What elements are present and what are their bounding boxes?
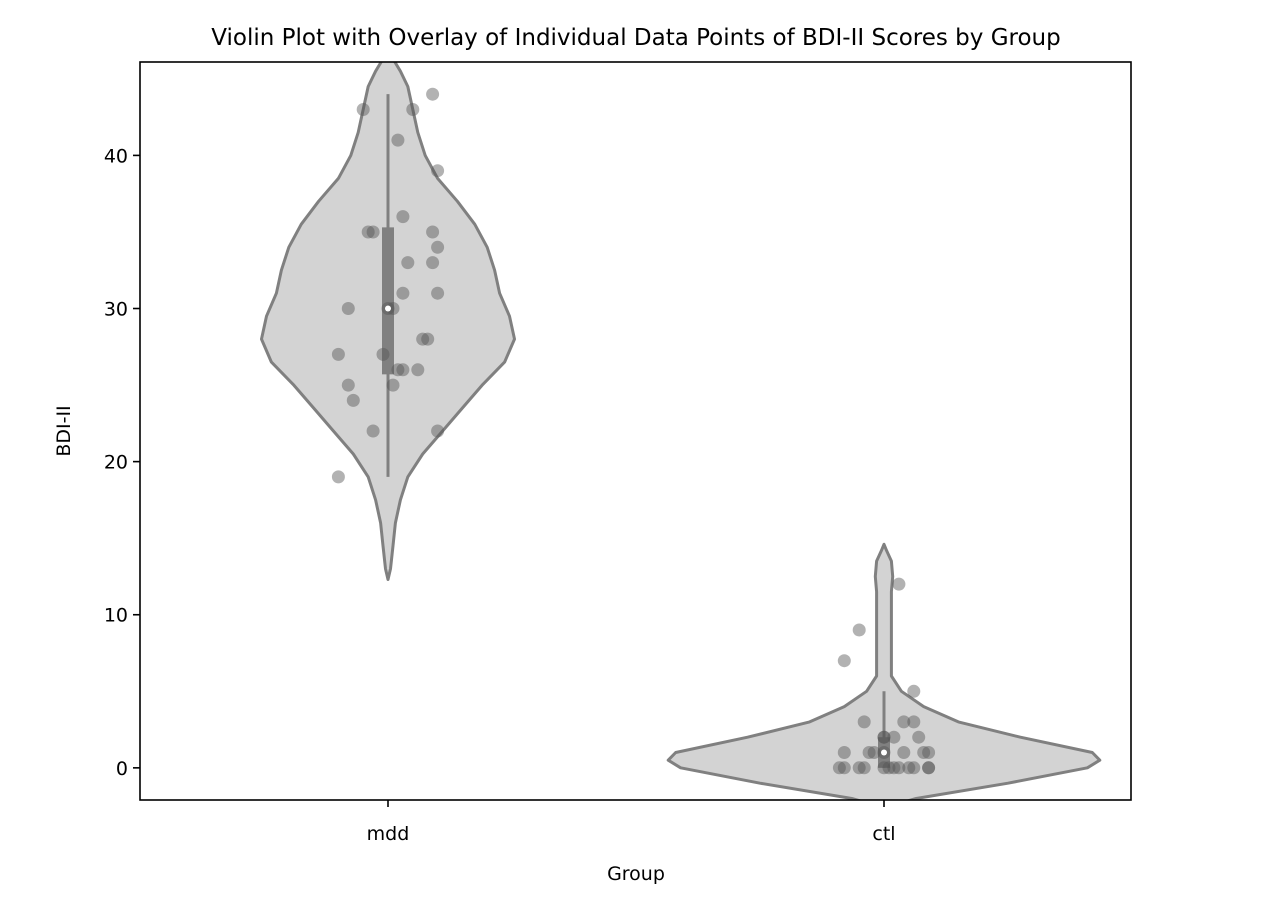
y-axis: 0 10 20 30 40 bbox=[104, 145, 140, 780]
data-point bbox=[416, 332, 430, 346]
data-point bbox=[366, 424, 380, 438]
group-ctl bbox=[666, 542, 1102, 800]
y-tick-label: 40 bbox=[104, 145, 128, 167]
x-axis: mdd ctl bbox=[367, 800, 896, 845]
data-point bbox=[376, 347, 390, 361]
data-point bbox=[852, 761, 866, 775]
data-point bbox=[892, 577, 906, 591]
data-point bbox=[421, 332, 435, 346]
data-point bbox=[867, 746, 881, 759]
data-point bbox=[396, 286, 410, 300]
data-point bbox=[426, 87, 440, 101]
chart-title: Violin Plot with Overlay of Individual D… bbox=[211, 25, 1060, 51]
data-point bbox=[907, 684, 921, 698]
data-point bbox=[431, 240, 445, 254]
data-point bbox=[361, 225, 375, 239]
data-point bbox=[907, 761, 921, 775]
data-point bbox=[857, 761, 871, 775]
data-point bbox=[331, 470, 345, 484]
data-point bbox=[877, 730, 891, 744]
data-point bbox=[877, 730, 891, 744]
y-tick-label: 0 bbox=[116, 758, 128, 780]
x-tick-label: mdd bbox=[367, 823, 410, 845]
data-point bbox=[331, 347, 345, 361]
data-point bbox=[431, 424, 445, 438]
data-point bbox=[346, 393, 360, 407]
data-point bbox=[897, 715, 911, 729]
median-ctl bbox=[881, 749, 887, 756]
data-point bbox=[386, 302, 400, 315]
group-mdd bbox=[260, 62, 516, 581]
median-mdd bbox=[385, 305, 391, 312]
y-tick-label: 20 bbox=[104, 452, 128, 474]
x-axis-label: Group bbox=[607, 863, 665, 885]
data-point bbox=[837, 761, 851, 775]
data-point bbox=[396, 363, 410, 377]
plot-area bbox=[260, 62, 1102, 800]
data-point bbox=[391, 363, 405, 377]
data-point bbox=[401, 256, 415, 270]
data-point bbox=[386, 378, 400, 392]
axes-frame bbox=[139, 61, 1132, 801]
data-point bbox=[426, 225, 440, 239]
data-point bbox=[902, 761, 916, 775]
y-axis-label: BDI-II bbox=[53, 405, 75, 456]
data-point bbox=[366, 225, 380, 239]
data-point bbox=[857, 715, 871, 729]
x-tick-label: ctl bbox=[872, 823, 895, 845]
data-point bbox=[356, 103, 370, 116]
data-point bbox=[391, 133, 405, 147]
data-point bbox=[832, 761, 846, 775]
data-point bbox=[922, 761, 936, 775]
data-point bbox=[922, 746, 936, 759]
data-point bbox=[341, 378, 355, 392]
box-mdd bbox=[382, 227, 394, 375]
y-tick-label: 10 bbox=[104, 605, 128, 627]
data-point bbox=[892, 761, 906, 775]
data-point bbox=[837, 746, 851, 759]
data-point bbox=[912, 730, 926, 744]
data-point bbox=[917, 746, 931, 759]
data-point bbox=[887, 730, 901, 744]
y-tick-label: 30 bbox=[104, 299, 128, 321]
data-point bbox=[862, 746, 876, 759]
data-point bbox=[406, 103, 420, 116]
data-point bbox=[431, 164, 445, 178]
data-point bbox=[426, 256, 440, 270]
data-point bbox=[396, 210, 410, 224]
data-point bbox=[341, 302, 355, 315]
data-point bbox=[877, 761, 891, 775]
data-point bbox=[922, 761, 936, 775]
data-point bbox=[852, 623, 866, 637]
data-point bbox=[887, 761, 901, 775]
data-point bbox=[897, 746, 911, 759]
data-point bbox=[907, 715, 921, 729]
violin-ctl bbox=[666, 542, 1102, 800]
data-point bbox=[411, 363, 425, 377]
data-point bbox=[882, 761, 896, 775]
data-point bbox=[837, 654, 851, 668]
data-point bbox=[431, 286, 445, 300]
